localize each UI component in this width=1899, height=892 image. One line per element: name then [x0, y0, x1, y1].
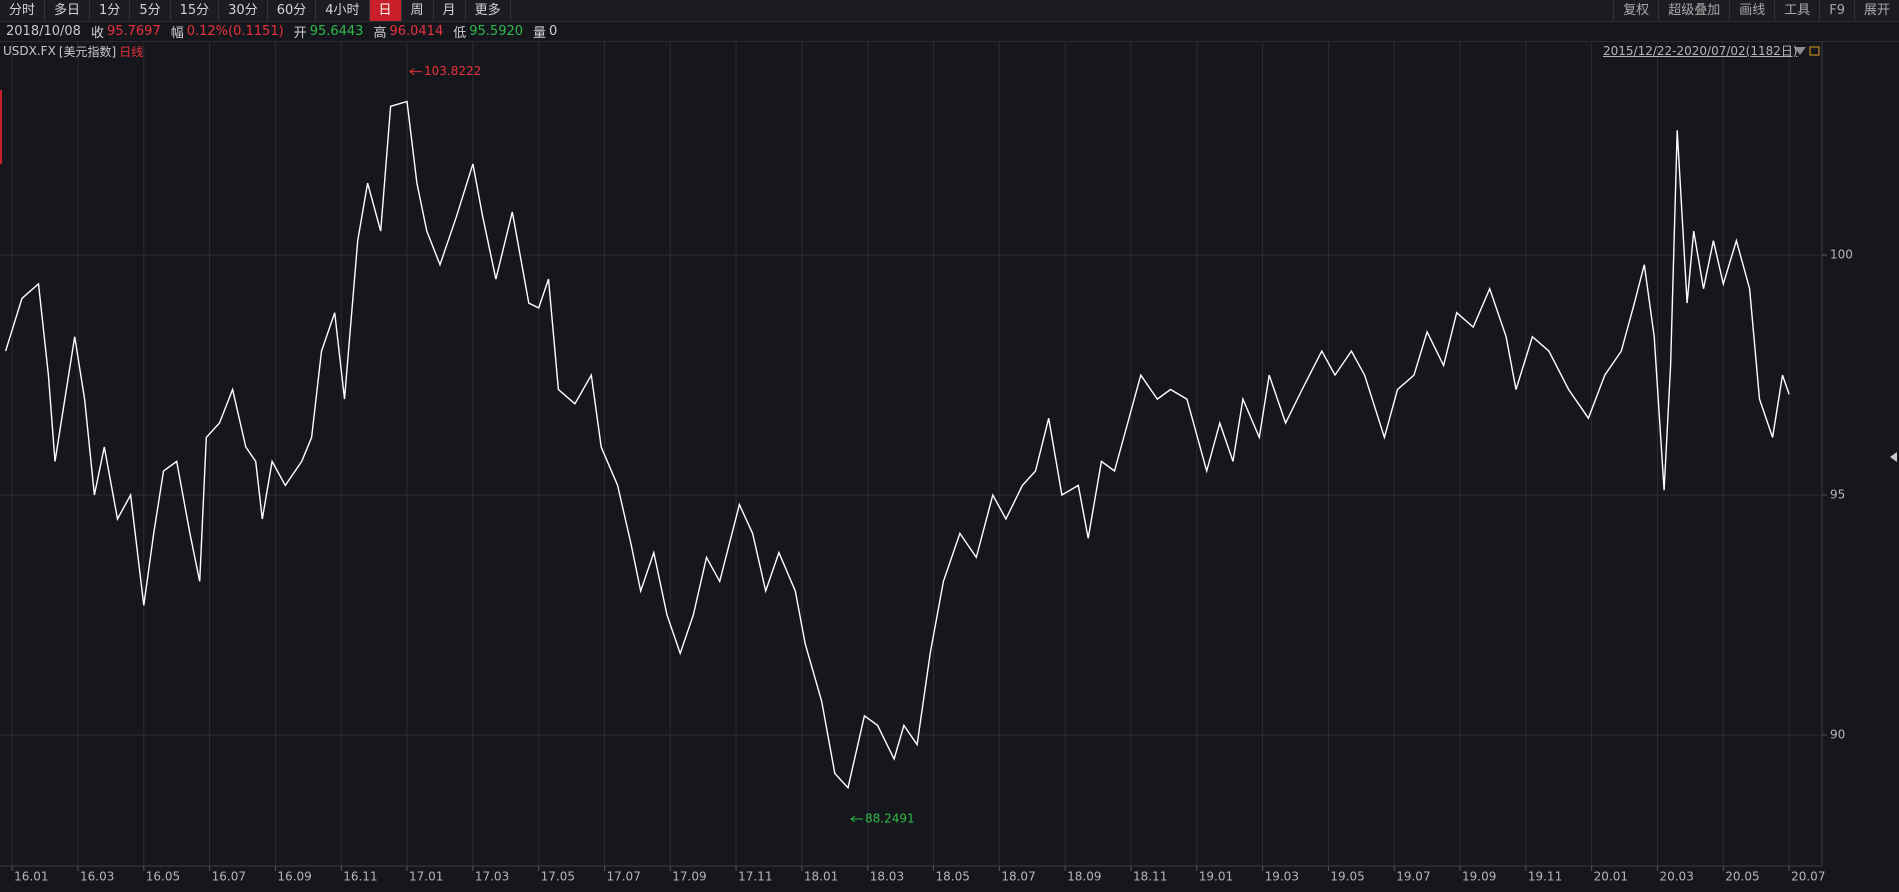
x-tick-label: 20.07	[1791, 870, 1825, 884]
tool-button[interactable]: 超级叠加	[1658, 0, 1729, 21]
tool-button[interactable]: 画线	[1729, 0, 1774, 21]
period-button[interactable]: 多日	[45, 0, 91, 21]
x-tick-label: 19.11	[1528, 870, 1562, 884]
x-tick-label: 18.03	[870, 870, 904, 884]
marker	[0, 90, 2, 164]
info-value: 0	[549, 24, 558, 39]
x-tick-label: 19.01	[1199, 870, 1233, 884]
info-value: 0.12%(0.1151)	[186, 24, 284, 39]
x-tick-label: 17.01	[409, 870, 443, 884]
x-tick-label: 18.07	[1001, 870, 1035, 884]
y-tick-label: 95	[1830, 488, 1845, 502]
period-button[interactable]: 日	[369, 0, 402, 21]
annotation: 88.2491	[865, 812, 915, 826]
lock-icon[interactable]	[1809, 46, 1820, 56]
info-bar: 2018/10/08 收 95.7697 幅 0.12%(0.1151) 开 95.6443…	[0, 22, 1899, 42]
tool-buttons: 复权 超级叠加 画线 工具 F9 展开	[1613, 0, 1899, 21]
period-button[interactable]: 周	[402, 0, 434, 21]
period-button[interactable]: 4小时	[316, 0, 370, 21]
period-button[interactable]: 更多	[466, 0, 511, 21]
x-tick-label: 17.09	[672, 870, 706, 884]
period-button[interactable]: 30分	[219, 0, 268, 21]
x-tick-label: 19.07	[1396, 870, 1430, 884]
x-tick-label: 17.03	[475, 870, 509, 884]
date-range[interactable]: 2015/12/22-2020/07/02(1182日)	[1603, 44, 1798, 58]
annotation-arrowhead	[850, 815, 856, 823]
info-label: 高	[373, 26, 387, 41]
period: 日线	[119, 44, 144, 59]
y-tick-label: 90	[1830, 727, 1845, 741]
date: 2018/10/08	[6, 24, 81, 39]
symbol-bar: USDX.FX [美元指数] 日线	[0, 42, 143, 60]
x-tick-label: 18.11	[1133, 870, 1167, 884]
tool-button[interactable]: 复权	[1613, 0, 1658, 21]
info-value: 95.6443	[309, 24, 364, 39]
x-tick-label: 16.05	[146, 870, 180, 884]
x-tick-label: 19.09	[1462, 870, 1496, 884]
y-tick-label: 100	[1830, 248, 1853, 262]
info-value: 95.5920	[469, 24, 524, 39]
x-tick-label: 16.01	[14, 870, 48, 884]
info-label: 开	[293, 26, 307, 41]
info-value: 95.7697	[106, 24, 161, 39]
x-tick-label: 16.11	[343, 870, 377, 884]
x-tick-label: 17.11	[738, 870, 772, 884]
info-label: 收	[90, 26, 104, 41]
x-tick-label: 16.09	[277, 870, 311, 884]
price-line	[4, 100, 1790, 790]
x-tick-label: 19.05	[1330, 870, 1364, 884]
period-button[interactable]: 分时	[0, 0, 46, 21]
info-label: 幅	[170, 26, 184, 41]
symbol: USDX.FX	[3, 44, 56, 58]
dropdown-icon[interactable]	[1794, 47, 1806, 55]
toolbar: 分时 多日 1分 5分 15分 30分 60分 4小时日周月更多 复权 超级叠加 画线 工具 F9 展开	[0, 0, 1899, 22]
period-button[interactable]: 15分	[171, 0, 220, 21]
security-name: [美元指数]	[58, 44, 117, 59]
x-tick-label: 19.03	[1265, 870, 1299, 884]
period-button[interactable]: 60分	[268, 0, 317, 21]
x-tick-label: 16.07	[212, 870, 246, 884]
expand-icon[interactable]	[1890, 452, 1897, 462]
annotation-arrowhead	[409, 68, 415, 76]
x-tick-label: 17.05	[541, 870, 575, 884]
period-button[interactable]: 5分	[130, 0, 171, 21]
x-tick-label: 16.03	[80, 870, 114, 884]
tool-button[interactable]: F9	[1819, 0, 1854, 21]
x-tick-label: 20.01	[1594, 870, 1628, 884]
tool-button[interactable]: 展开	[1853, 0, 1899, 21]
info-label: 量	[533, 26, 547, 41]
annotation: 103.8222	[424, 64, 481, 78]
info-label: 低	[453, 26, 467, 41]
period-buttons: 分时 多日 1分 5分 15分 30分 60分 4小时日周月更多	[0, 0, 511, 21]
x-tick-label: 18.05	[936, 870, 970, 884]
info-value: 96.0414	[389, 24, 444, 39]
tool-button[interactable]: 工具	[1774, 0, 1819, 21]
period-button[interactable]: 1分	[90, 0, 131, 21]
x-tick-label: 20.05	[1725, 870, 1759, 884]
x-tick-label: 18.01	[804, 870, 838, 884]
x-tick-label: 20.03	[1659, 870, 1693, 884]
x-tick-label: 17.07	[606, 870, 640, 884]
period-button[interactable]: 月	[434, 0, 466, 21]
x-tick-label: 18.09	[1067, 870, 1101, 884]
